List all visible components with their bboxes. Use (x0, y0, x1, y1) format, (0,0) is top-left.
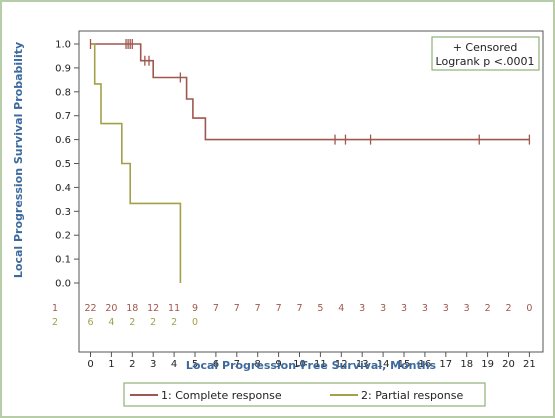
risk-count: 0 (526, 303, 532, 314)
x-tick-label: 8 (255, 359, 261, 370)
x-tick-label: 4 (171, 359, 177, 370)
legend-label-partial: 2: Partial response (361, 389, 463, 402)
y-tick-label: 0.4 (55, 183, 71, 194)
risk-count: 3 (380, 303, 386, 314)
x-tick-label: 21 (523, 359, 536, 370)
x-tick-label: 7 (234, 359, 240, 370)
risk-count: 9 (192, 303, 198, 314)
series-line-partial (90, 43, 182, 283)
risk-count: 7 (276, 303, 282, 314)
x-tick-label: 15 (398, 359, 411, 370)
risk-count: 7 (255, 303, 261, 314)
x-tick-label: 12 (335, 359, 348, 370)
x-tick-label: 19 (481, 359, 494, 370)
series-line-complete (90, 43, 530, 141)
risk-count: 2 (129, 317, 135, 328)
risk-count: 3 (359, 303, 365, 314)
risk-count: 3 (422, 303, 428, 314)
x-tick-label: 6 (213, 359, 219, 370)
y-tick-label: 0.2 (55, 231, 71, 242)
y-axis: 0.0 0.1 0.2 0.3 0.4 0.5 0.6 0.7 0.8 0.9 1.0 (55, 40, 79, 290)
risk-count: 7 (234, 303, 240, 314)
y-tick-label: 0.3 (55, 207, 71, 218)
x-tick-label: 1 (108, 359, 114, 370)
risk-count: 20 (105, 303, 117, 314)
y-tick-label: 0.8 (55, 87, 71, 98)
risk-count: 3 (443, 303, 449, 314)
censor-marks (89, 39, 531, 145)
x-tick-label: 18 (460, 359, 473, 370)
x-tick-label: 5 (192, 359, 198, 370)
series-lines (90, 43, 530, 283)
risk-table: 1 22 20 18 12 11 9 7 7 7 7 7 5 4 3 3 3 3 3 3 2 2 02 6 4 2 2 2 0 (52, 303, 532, 328)
x-axis: 0 1 2 3 4 5 6 7 8 9 10 11 12 13 14 15 16 17 18 19 20 21 (87, 352, 536, 370)
risk-count: 22 (84, 303, 96, 314)
x-tick-label: 9 (275, 359, 281, 370)
risk-count: 3 (401, 303, 407, 314)
x-tick-label: 10 (293, 359, 306, 370)
x-tick-label: 3 (150, 359, 156, 370)
annotation-censored: + Censored (453, 41, 518, 54)
y-tick-label: 1.0 (55, 40, 71, 51)
risk-count: 2 (505, 303, 511, 314)
risk-count: 11 (168, 303, 180, 314)
legend: 1: Complete response 2: Partial response (123, 382, 486, 407)
x-tick-label: 17 (439, 359, 452, 370)
risk-count: 18 (126, 303, 138, 314)
annotation-logrank: Logrank p <.0001 (436, 55, 535, 68)
x-tick-label: 11 (314, 359, 327, 370)
annotation-box: + Censored Logrank p <.0001 (431, 36, 540, 71)
y-tick-label: 0.0 (55, 279, 71, 290)
risk-count: 7 (296, 303, 302, 314)
y-axis-title: Local Progression Survival Probability (12, 42, 25, 278)
legend-label-complete: 1: Complete response (161, 389, 282, 402)
risk-count: 6 (87, 317, 93, 328)
x-tick-label: 0 (87, 359, 93, 370)
risk-count: 4 (108, 317, 114, 328)
x-tick-label: 16 (419, 359, 432, 370)
risk-count: 2 (150, 317, 156, 328)
y-tick-label: 0.1 (55, 255, 71, 266)
x-tick-label: 20 (502, 359, 515, 370)
risk-count: 2 (485, 303, 491, 314)
y-tick-label: 0.5 (55, 159, 71, 170)
risk-count: 4 (338, 303, 344, 314)
x-axis-title: Local Progression-Free Survival, Months (186, 359, 437, 372)
risk-row-label: 2 (52, 317, 58, 328)
risk-count: 7 (213, 303, 219, 314)
plot-area (78, 30, 544, 353)
risk-count: 5 (317, 303, 323, 314)
risk-count: 12 (147, 303, 159, 314)
x-tick-label: 2 (129, 359, 135, 370)
risk-count: 2 (171, 317, 177, 328)
risk-count: 3 (464, 303, 470, 314)
x-tick-label: 13 (356, 359, 369, 370)
x-tick-label: 14 (377, 359, 390, 370)
y-tick-label: 0.6 (55, 135, 71, 146)
y-tick-label: 0.7 (55, 111, 71, 122)
legend-box (123, 382, 486, 407)
risk-count: 0 (192, 317, 198, 328)
risk-row-label: 1 (52, 303, 58, 314)
y-tick-label: 0.9 (55, 63, 71, 74)
